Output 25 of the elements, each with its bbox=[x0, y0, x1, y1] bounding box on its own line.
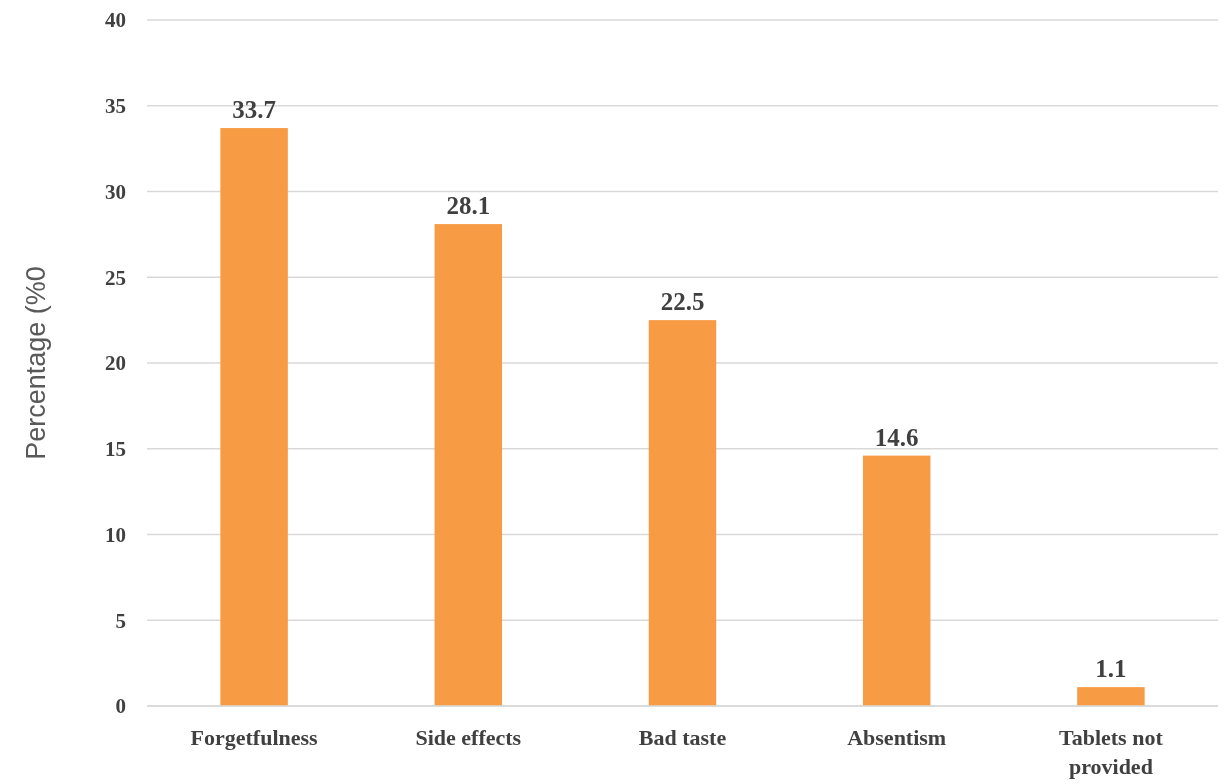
x-tick-label: Bad taste bbox=[638, 725, 727, 750]
y-tick-label: 40 bbox=[105, 8, 126, 33]
data-label: 28.1 bbox=[446, 192, 491, 220]
y-tick-label: 15 bbox=[105, 437, 126, 462]
bar bbox=[434, 224, 503, 706]
data-label: 33.7 bbox=[232, 96, 276, 124]
y-tick-label: 20 bbox=[105, 351, 126, 376]
y-tick-label: 30 bbox=[105, 179, 126, 204]
y-axis-title: Percentage (%0 bbox=[21, 266, 51, 460]
x-tick-label: Forgetfulness bbox=[190, 725, 319, 750]
y-tick-label: 35 bbox=[105, 94, 126, 119]
bar bbox=[648, 320, 717, 706]
y-tick-label: 25 bbox=[105, 265, 126, 290]
data-label: 14.6 bbox=[874, 423, 919, 451]
x-tick-label: Side effects bbox=[415, 725, 522, 750]
y-tick-label: 10 bbox=[105, 522, 126, 547]
data-label: 22.5 bbox=[660, 288, 705, 316]
y-tick-label: 0 bbox=[115, 694, 126, 719]
bar bbox=[220, 128, 288, 706]
bar bbox=[862, 455, 931, 706]
bar bbox=[1077, 687, 1145, 706]
y-tick-label: 5 bbox=[115, 608, 126, 633]
x-tick-label: Tablets not provided bbox=[1059, 725, 1164, 779]
data-label: 1.1 bbox=[1095, 655, 1127, 683]
x-tick-label: Absentism bbox=[847, 725, 947, 750]
